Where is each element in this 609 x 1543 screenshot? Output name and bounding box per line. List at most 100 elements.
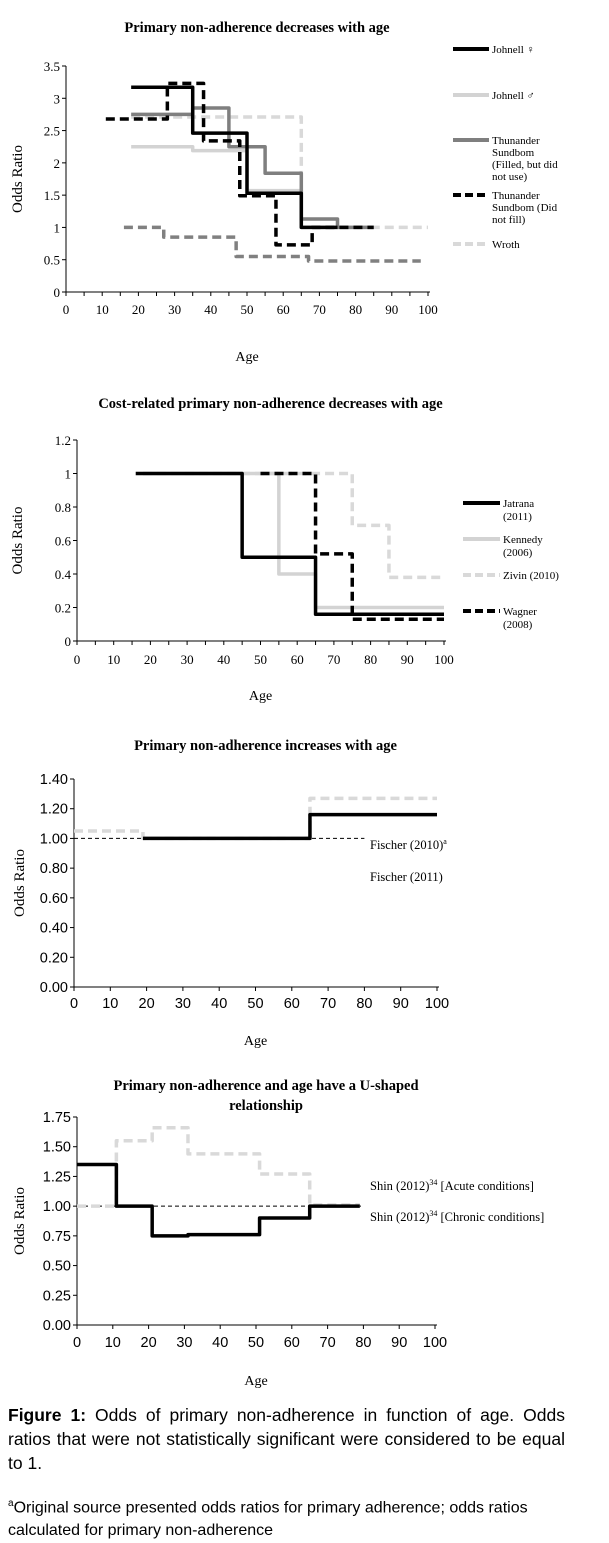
legend-label: Sundbom (Did (492, 202, 558, 214)
y-tick-label: 1.75 (43, 1110, 71, 1126)
x-tick-label: 60 (277, 302, 290, 317)
y-axis-label: Odds Ratio (12, 849, 28, 917)
y-axis-label: Odds Ratio (12, 1187, 28, 1255)
x-axis-label: Age (244, 1374, 267, 1389)
series-line (131, 85, 338, 230)
x-tick-label: 50 (247, 996, 263, 1012)
legend-label: Kennedy (503, 534, 543, 546)
figure-charts: Primary non-adherence decreases with age… (10, 20, 559, 1389)
legend-label: Wagner (503, 606, 537, 618)
y-tick-label: 0.5 (44, 253, 60, 268)
x-tick-label: 70 (320, 1335, 336, 1351)
y-tick-label: 0 (54, 285, 61, 300)
x-axis-label: Age (235, 350, 258, 365)
legend-label: Thunander (492, 190, 540, 202)
y-tick-label: 1.20 (40, 802, 68, 818)
series-line (131, 106, 374, 230)
y-tick-label: 1.00 (40, 831, 68, 847)
x-tick-label: 40 (217, 652, 230, 667)
legend-label: Johnell ♂ (492, 90, 535, 102)
x-tick-label: 0 (73, 1335, 81, 1351)
y-tick-label: 2.5 (44, 124, 60, 139)
y-tick-label: 0.6 (55, 534, 72, 549)
x-tick-label: 0 (63, 302, 70, 317)
y-tick-label: 0 (65, 634, 72, 649)
y-tick-label: 1 (65, 467, 72, 482)
caption-label: Figure 1: (8, 1405, 87, 1425)
x-tick-label: 90 (401, 652, 414, 667)
legend-label: (Filled, but did (492, 159, 558, 171)
x-tick-label: 60 (291, 652, 304, 667)
x-tick-label: 40 (211, 996, 227, 1012)
y-tick-label: 1.50 (43, 1140, 71, 1156)
x-axis-label: Age (249, 689, 272, 704)
chart-title: relationship (229, 1098, 303, 1114)
series-line (143, 471, 444, 610)
x-axis-label: Age (244, 1034, 267, 1049)
x-tick-label: 20 (132, 302, 145, 317)
y-tick-label: 3 (54, 91, 61, 106)
chart-1: Primary non-adherence decreases with age… (10, 20, 558, 365)
footnote-marker: a (8, 1498, 14, 1509)
x-tick-label: 50 (248, 1335, 264, 1351)
y-tick-label: 0.00 (43, 1318, 71, 1334)
series-line (123, 225, 421, 263)
x-tick-label: 50 (254, 652, 267, 667)
y-tick-label: 1.2 (55, 433, 71, 448)
x-tick-label: 30 (168, 302, 181, 317)
chart-title: Primary non-adherence decreases with age (124, 20, 390, 36)
y-tick-label: 0.80 (40, 861, 68, 877)
x-tick-label: 30 (175, 996, 191, 1012)
x-tick-label: 0 (70, 996, 78, 1012)
x-tick-label: 10 (102, 996, 118, 1012)
x-tick-label: 30 (176, 1335, 192, 1351)
series-line (74, 796, 437, 841)
chart-3: Primary non-adherence increases with age… (12, 738, 449, 1049)
legend-label: not use) (492, 171, 527, 183)
legend-label: Shin (2012)34 [Acute conditions] (370, 1178, 534, 1193)
y-tick-label: 0.50 (43, 1259, 71, 1275)
legend-label: (2006) (503, 547, 533, 559)
y-tick-label: 0.40 (40, 921, 68, 937)
y-tick-label: 1.40 (40, 772, 68, 788)
chart-4: Primary non-adherence and age have a U-s… (12, 1078, 544, 1389)
chart-title: Primary non-adherence and age have a U-s… (113, 1078, 418, 1094)
x-tick-label: 80 (349, 302, 362, 317)
x-tick-label: 70 (327, 652, 340, 667)
x-tick-label: 40 (204, 302, 217, 317)
series-line (105, 81, 374, 247)
y-tick-label: 0.8 (55, 500, 71, 515)
caption-text: Odds of primary non-adherence in functio… (8, 1405, 565, 1473)
legend-label: Wroth (492, 239, 520, 251)
y-tick-label: 0.25 (43, 1288, 71, 1304)
legend-label: Johnell ♀ (492, 44, 535, 56)
x-tick-label: 100 (434, 652, 454, 667)
x-tick-label: 0 (74, 652, 81, 667)
x-tick-label: 70 (320, 996, 336, 1012)
chart-2: Cost-related primary non-adherence decre… (10, 396, 559, 704)
legend-label: Fischer (2010)a (370, 837, 447, 852)
legend-label: not fill) (492, 214, 526, 226)
x-tick-label: 80 (364, 652, 377, 667)
x-tick-label: 10 (96, 302, 109, 317)
x-tick-label: 30 (181, 652, 194, 667)
footnote: aOriginal source presented odds ratios f… (8, 1492, 588, 1542)
x-tick-label: 90 (391, 1335, 407, 1351)
legend-label: Jatrana (503, 498, 534, 510)
x-tick-label: 20 (139, 996, 155, 1012)
series-line (131, 144, 374, 230)
legend-label: Thunander (492, 135, 540, 147)
series-line (142, 812, 437, 841)
x-tick-label: 100 (418, 302, 438, 317)
x-tick-label: 100 (423, 1335, 447, 1351)
series-line (77, 1162, 360, 1238)
x-tick-label: 60 (284, 996, 300, 1012)
x-tick-label: 40 (212, 1335, 228, 1351)
x-tick-label: 90 (385, 302, 398, 317)
x-tick-label: 60 (284, 1335, 300, 1351)
x-tick-label: 90 (393, 996, 409, 1012)
legend-label: (2008) (503, 619, 533, 631)
y-axis-label: Odds Ratio (10, 507, 26, 575)
y-tick-label: 2 (54, 156, 61, 171)
legend-label: (2011) (503, 511, 532, 523)
